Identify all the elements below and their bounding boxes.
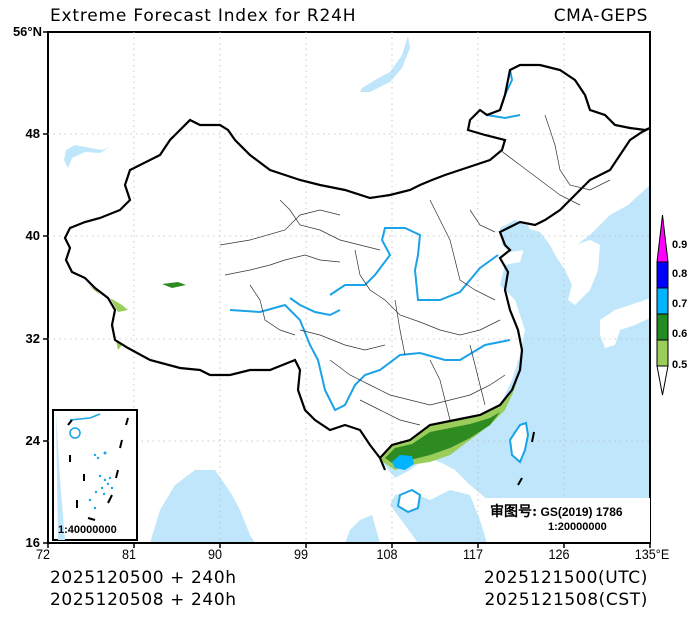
review-number: 审图号: GS(2019) 1786	[490, 501, 623, 521]
x-tick-label: 135°E	[634, 546, 670, 562]
x-tick-label: 126	[548, 546, 570, 562]
y-tick-label: 48	[25, 126, 40, 141]
init-time-cst: 2025120508 + 240h	[50, 590, 237, 610]
islands	[396, 421, 530, 514]
x-tick-label: 90	[207, 546, 223, 562]
map-frame	[47, 31, 651, 544]
valid-time-cst: 2025121508(CST)	[484, 590, 648, 610]
legend-label: 0.7	[672, 298, 688, 310]
y-tick-label: 56°N	[12, 24, 42, 39]
model-source: CMA-GEPS	[553, 6, 648, 26]
inset-scale: 1:40000000	[58, 524, 117, 536]
inset-map	[52, 409, 138, 541]
nine-dash-line	[517, 431, 535, 486]
x-tick-label: 117	[462, 546, 484, 562]
y-tick-label: 32	[25, 331, 40, 346]
map-review-box: 审图号: GS(2019) 1786 1:20000000	[486, 498, 650, 542]
y-tick-label: 40	[25, 228, 40, 243]
x-tick-label: 108	[376, 546, 398, 562]
national-border	[63, 63, 651, 471]
review-code: GS(2019) 1786	[540, 505, 623, 519]
chart-title: Extreme Forecast Index for R24H	[50, 6, 357, 26]
x-tick-label: 81	[121, 546, 137, 562]
map-scale: 1:20000000	[548, 521, 607, 533]
efi-shading	[88, 282, 518, 470]
review-label: 审图号:	[490, 504, 538, 520]
neighbor-land	[555, 240, 650, 348]
x-tick-label: 72	[35, 546, 51, 562]
y-tick-label: 24	[25, 433, 40, 448]
legend-label: 0.6	[672, 328, 688, 340]
y-tick-label: 16	[25, 535, 40, 550]
legend-colorbar	[656, 214, 669, 396]
legend-label: 0.8	[672, 268, 688, 280]
provincial-borders	[219, 114, 611, 426]
graticule	[48, 32, 650, 543]
init-time-utc: 2025120500 + 240h	[50, 568, 237, 588]
x-tick-label: 99	[293, 546, 309, 562]
axis-ticks	[43, 31, 651, 548]
ocean	[64, 36, 650, 543]
legend-label: 0.5	[672, 359, 688, 371]
valid-time-utc: 2025121500(UTC)	[483, 568, 648, 588]
legend-label: 0.9	[672, 239, 688, 251]
